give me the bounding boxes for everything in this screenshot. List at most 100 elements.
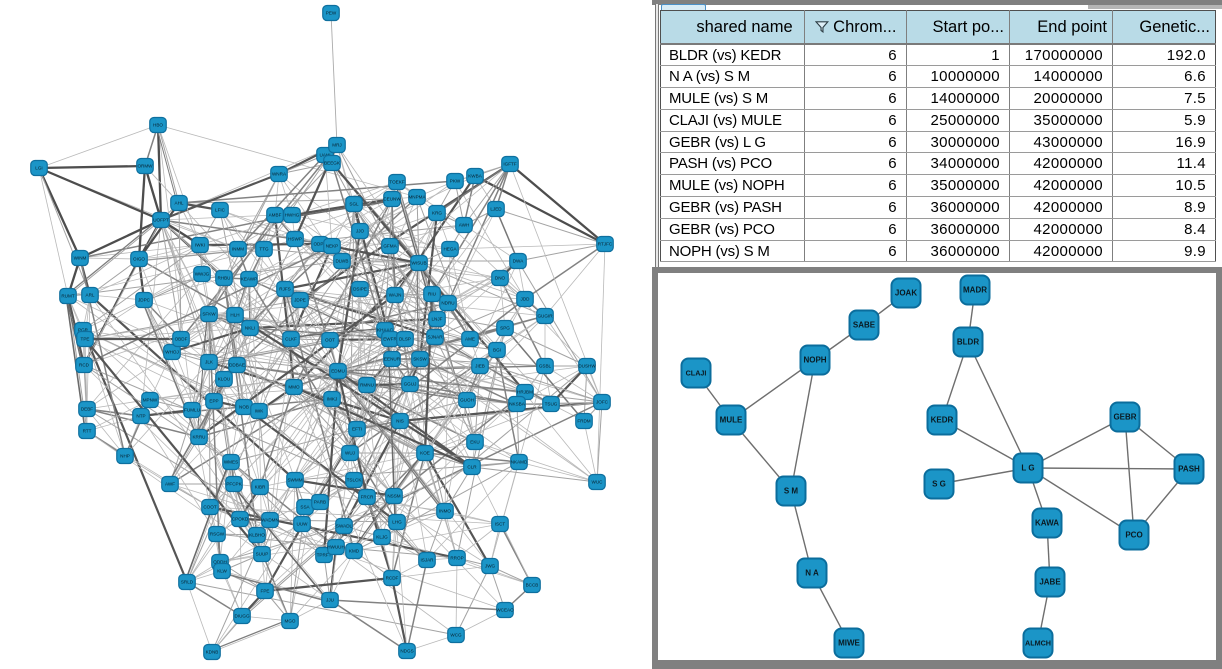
svg-text:AME: AME [465, 337, 475, 342]
svg-text:AMBF: AMBF [269, 213, 282, 218]
svg-text:NKSBA: NKSBA [509, 402, 526, 407]
svg-text:HRJBM: HRJBM [517, 390, 533, 395]
svg-text:IMKJ: IMKJ [327, 397, 337, 402]
svg-text:RTT: RTT [83, 429, 92, 434]
svg-text:ISCT: ISCT [495, 522, 506, 527]
svg-text:JOFC: JOFC [596, 400, 609, 405]
svg-text:NKLI: NKLI [245, 326, 255, 331]
svg-text:FUMLU: FUMLU [184, 408, 200, 413]
svg-text:SFKW: SFKW [202, 312, 216, 317]
svg-text:WCEAO: WCEAO [496, 608, 514, 613]
svg-text:MMO: MMO [288, 385, 300, 390]
svg-text:UUW: UUW [297, 522, 309, 527]
svg-text:HEGA: HEGA [443, 247, 457, 252]
svg-text:MULE: MULE [720, 416, 743, 425]
svg-text:PGR: PGR [78, 328, 89, 333]
svg-text:WINM: WINM [74, 256, 87, 261]
svg-text:OBDF: OBDF [175, 337, 188, 342]
svg-text:CLR: CLR [467, 465, 477, 470]
svg-text:ODDH: ODDH [213, 560, 227, 565]
svg-text:RCD: RCD [79, 363, 90, 368]
svg-text:EKU: EKU [470, 440, 479, 445]
svg-text:LFIC: LFIC [215, 208, 226, 213]
svg-text:INMO: INMO [439, 509, 451, 514]
svg-text:NOB: NOB [239, 405, 249, 410]
svg-text:KLOU: KLOU [218, 377, 231, 382]
svg-text:MNPMA: MNPMA [408, 195, 426, 200]
svg-text:KRRU: KRRU [192, 435, 205, 440]
svg-text:AHL: AHL [175, 201, 184, 206]
svg-text:BCCB: BCCB [526, 583, 539, 588]
svg-text:DNO: DNO [495, 276, 506, 281]
svg-text:NEKP: NEKP [326, 244, 339, 249]
svg-text:GUGIR: GUGIR [537, 314, 553, 319]
svg-text:JWG: JWG [485, 564, 496, 569]
svg-text:RHBU: RHBU [217, 276, 230, 281]
svg-text:CLKF: CLKF [285, 337, 297, 342]
svg-text:WAJN: WAJN [389, 293, 402, 298]
svg-text:WMES: WMES [224, 460, 238, 465]
svg-text:ISJAR: ISJAR [420, 558, 434, 563]
svg-text:JIEB: JIEB [475, 364, 485, 369]
svg-text:RJFS: RJFS [279, 287, 290, 292]
svg-text:MPNW: MPNW [143, 398, 158, 403]
svg-text:ODPB: ODPB [313, 242, 326, 247]
svg-text:WADMN: WADMN [261, 518, 279, 523]
svg-text:RTJFC: RTJFC [598, 242, 613, 247]
svg-text:HLH: HLH [230, 313, 239, 318]
svg-text:S M: S M [784, 487, 799, 496]
svg-text:WUC: WUC [592, 480, 604, 485]
svg-text:TSLCK: TSLCK [347, 478, 363, 483]
svg-text:JJO: JJO [356, 229, 365, 234]
svg-text:RUMT: RUMT [61, 294, 74, 299]
svg-text:FRCR: FRCR [361, 495, 374, 500]
svg-text:JDPC: JDPC [138, 298, 151, 303]
svg-text:EENUR: EENUR [384, 357, 401, 362]
svg-text:SJNAR: SJNAR [427, 335, 443, 340]
svg-text:KLBHO: KLBHO [249, 533, 265, 538]
svg-text:KMD: KMD [349, 549, 360, 554]
svg-text:WNRA: WNRA [272, 172, 287, 177]
svg-text:KOE: KOE [420, 451, 430, 456]
svg-text:BEEGK: BEEGK [324, 161, 341, 166]
svg-text:L G: L G [1021, 464, 1034, 473]
svg-text:RSGW: RSGW [210, 532, 225, 537]
svg-text:DWA: DWA [513, 259, 524, 264]
svg-text:MIWE: MIWE [838, 639, 860, 648]
svg-text:WHOJ: WHOJ [165, 350, 179, 355]
svg-text:COOT: COOT [203, 505, 216, 510]
svg-text:PEW: PEW [326, 11, 337, 16]
svg-text:AWF: AWF [165, 482, 175, 487]
svg-text:IWKI: IWKI [195, 243, 205, 248]
svg-text:CPOKD: CPOKD [232, 517, 249, 522]
svg-text:WWJG: WWJG [195, 272, 210, 277]
svg-text:FRDM: FRDM [577, 419, 590, 424]
svg-text:KLW: KLW [217, 569, 227, 574]
svg-text:PASH: PASH [1178, 465, 1200, 474]
svg-text:EWFR: EWFR [383, 337, 397, 342]
svg-text:NTP: NTP [136, 414, 145, 419]
svg-text:JJU: JJU [326, 598, 334, 603]
svg-text:GEBR: GEBR [1113, 413, 1136, 422]
svg-text:SWMM: SWMM [287, 478, 302, 483]
svg-text:HBO: HBO [153, 123, 163, 128]
svg-text:KIBR: KIBR [255, 485, 266, 490]
svg-text:SRLD: SRLD [181, 580, 194, 585]
svg-text:NHP: NHP [120, 454, 130, 459]
svg-text:NKAMD: NKAMD [511, 460, 528, 465]
svg-text:OIGO: OIGO [133, 257, 145, 262]
svg-text:BLDR: BLDR [957, 338, 979, 347]
svg-text:DEBF: DEBF [81, 407, 93, 412]
svg-text:KAWA: KAWA [1035, 519, 1059, 528]
svg-text:UOFPT: UOFPT [153, 218, 169, 223]
svg-text:SPG: SPG [500, 326, 510, 331]
svg-text:EPP: EPP [209, 399, 218, 404]
svg-text:DLSP: DLSP [399, 337, 411, 342]
svg-text:JDD: JDD [521, 297, 531, 302]
svg-text:IWK: IWK [255, 409, 265, 414]
svg-text:EFTI: EFTI [352, 427, 362, 432]
svg-text:GUOH: GUOH [460, 398, 474, 403]
svg-text:MADR: MADR [963, 286, 987, 295]
svg-text:GFMA: GFMA [383, 244, 397, 249]
svg-text:JDPE: JDPE [294, 298, 306, 303]
